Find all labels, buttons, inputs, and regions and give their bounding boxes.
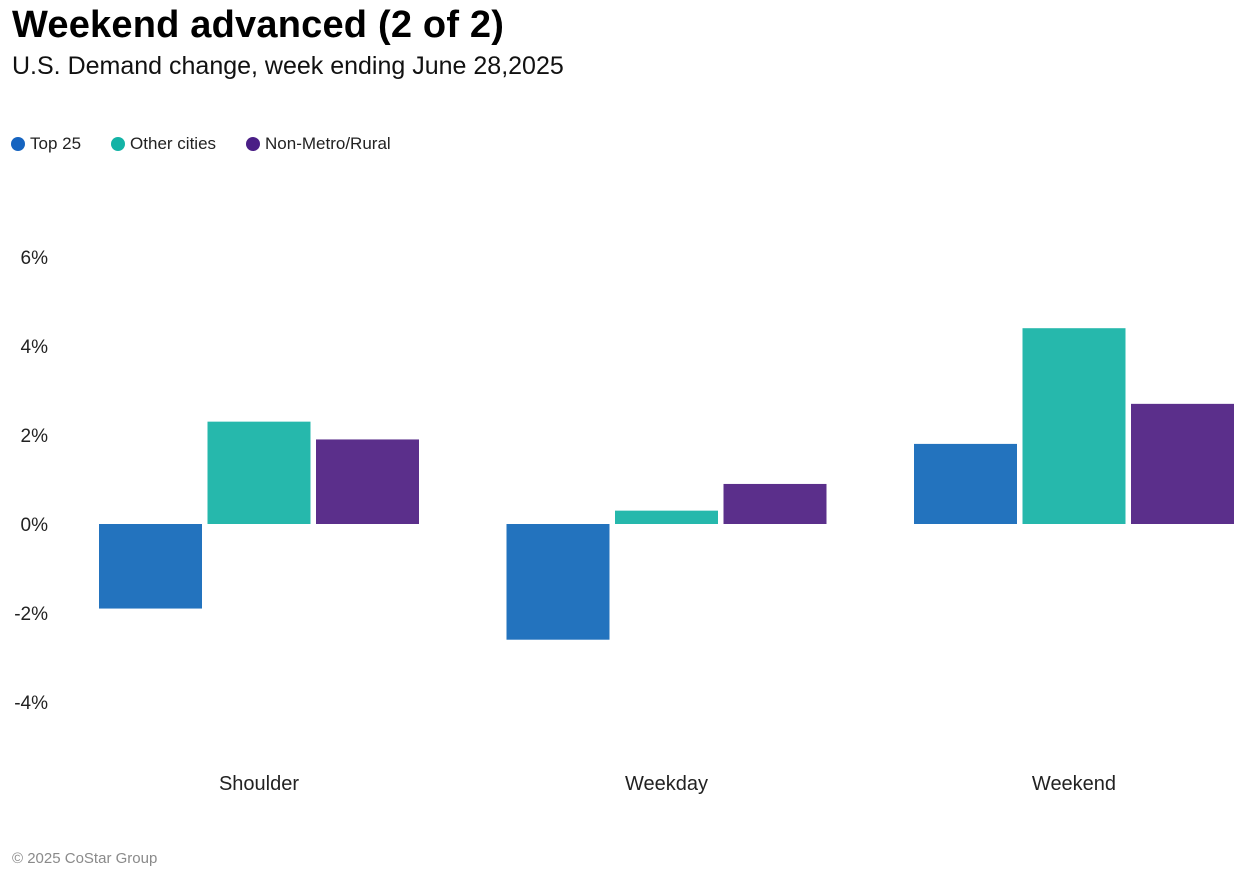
x-category-label: Weekday <box>625 773 708 795</box>
bar-shoulder-top-25[interactable] <box>99 524 202 609</box>
legend-marker-non-metro-rural <box>246 137 261 151</box>
bar-shoulder-non-metro-rural[interactable] <box>316 439 419 524</box>
legend-item-non-metro-rural[interactable]: Non-Metro/Rural <box>246 134 391 154</box>
y-tick-label: -4% <box>14 693 48 714</box>
legend-label-top-25: Top 25 <box>30 134 82 153</box>
legend-label-non-metro-rural: Non-Metro/Rural <box>265 134 391 153</box>
y-tick-label: 2% <box>21 426 49 447</box>
bar-weekend-top-25[interactable] <box>914 443 1017 524</box>
legend-marker-other-cities <box>111 137 126 151</box>
chart-subtitle: U.S. Demand change, week ending June 28,… <box>12 52 564 80</box>
bar-weekday-non-metro-rural[interactable] <box>723 483 827 524</box>
chart-title: Weekend advanced (2 of 2) <box>12 4 505 46</box>
y-tick-label: 6% <box>21 248 49 269</box>
bar-weekend-other-cities[interactable] <box>1022 328 1126 524</box>
bar-shoulder-other-cities[interactable] <box>207 421 311 524</box>
legend-item-other-cities[interactable]: Other cities <box>111 134 216 154</box>
y-tick-label: 0% <box>21 515 49 536</box>
legend-item-top-25[interactable]: Top 25 <box>11 134 81 154</box>
y-tick-label: -2% <box>14 604 48 625</box>
legend-marker-top-25 <box>11 137 25 151</box>
x-category-label: Weekend <box>1032 773 1116 795</box>
x-category-label: Shoulder <box>219 773 299 795</box>
bar-weekday-other-cities[interactable] <box>615 510 718 524</box>
bar-weekday-top-25[interactable] <box>506 524 610 640</box>
copyright-notice: © 2025 CoStar Group <box>12 850 158 867</box>
y-tick-label: 4% <box>21 337 49 358</box>
legend: Top 25 Other cities Non-Metro/Rural <box>11 134 421 154</box>
bar-weekend-non-metro-rural[interactable] <box>1131 403 1234 524</box>
legend-label-other-cities: Other cities <box>130 134 217 153</box>
